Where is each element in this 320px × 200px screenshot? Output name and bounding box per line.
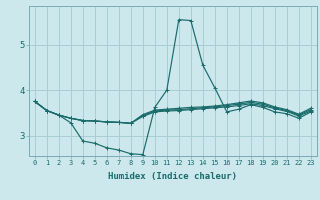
X-axis label: Humidex (Indice chaleur): Humidex (Indice chaleur) bbox=[108, 172, 237, 181]
